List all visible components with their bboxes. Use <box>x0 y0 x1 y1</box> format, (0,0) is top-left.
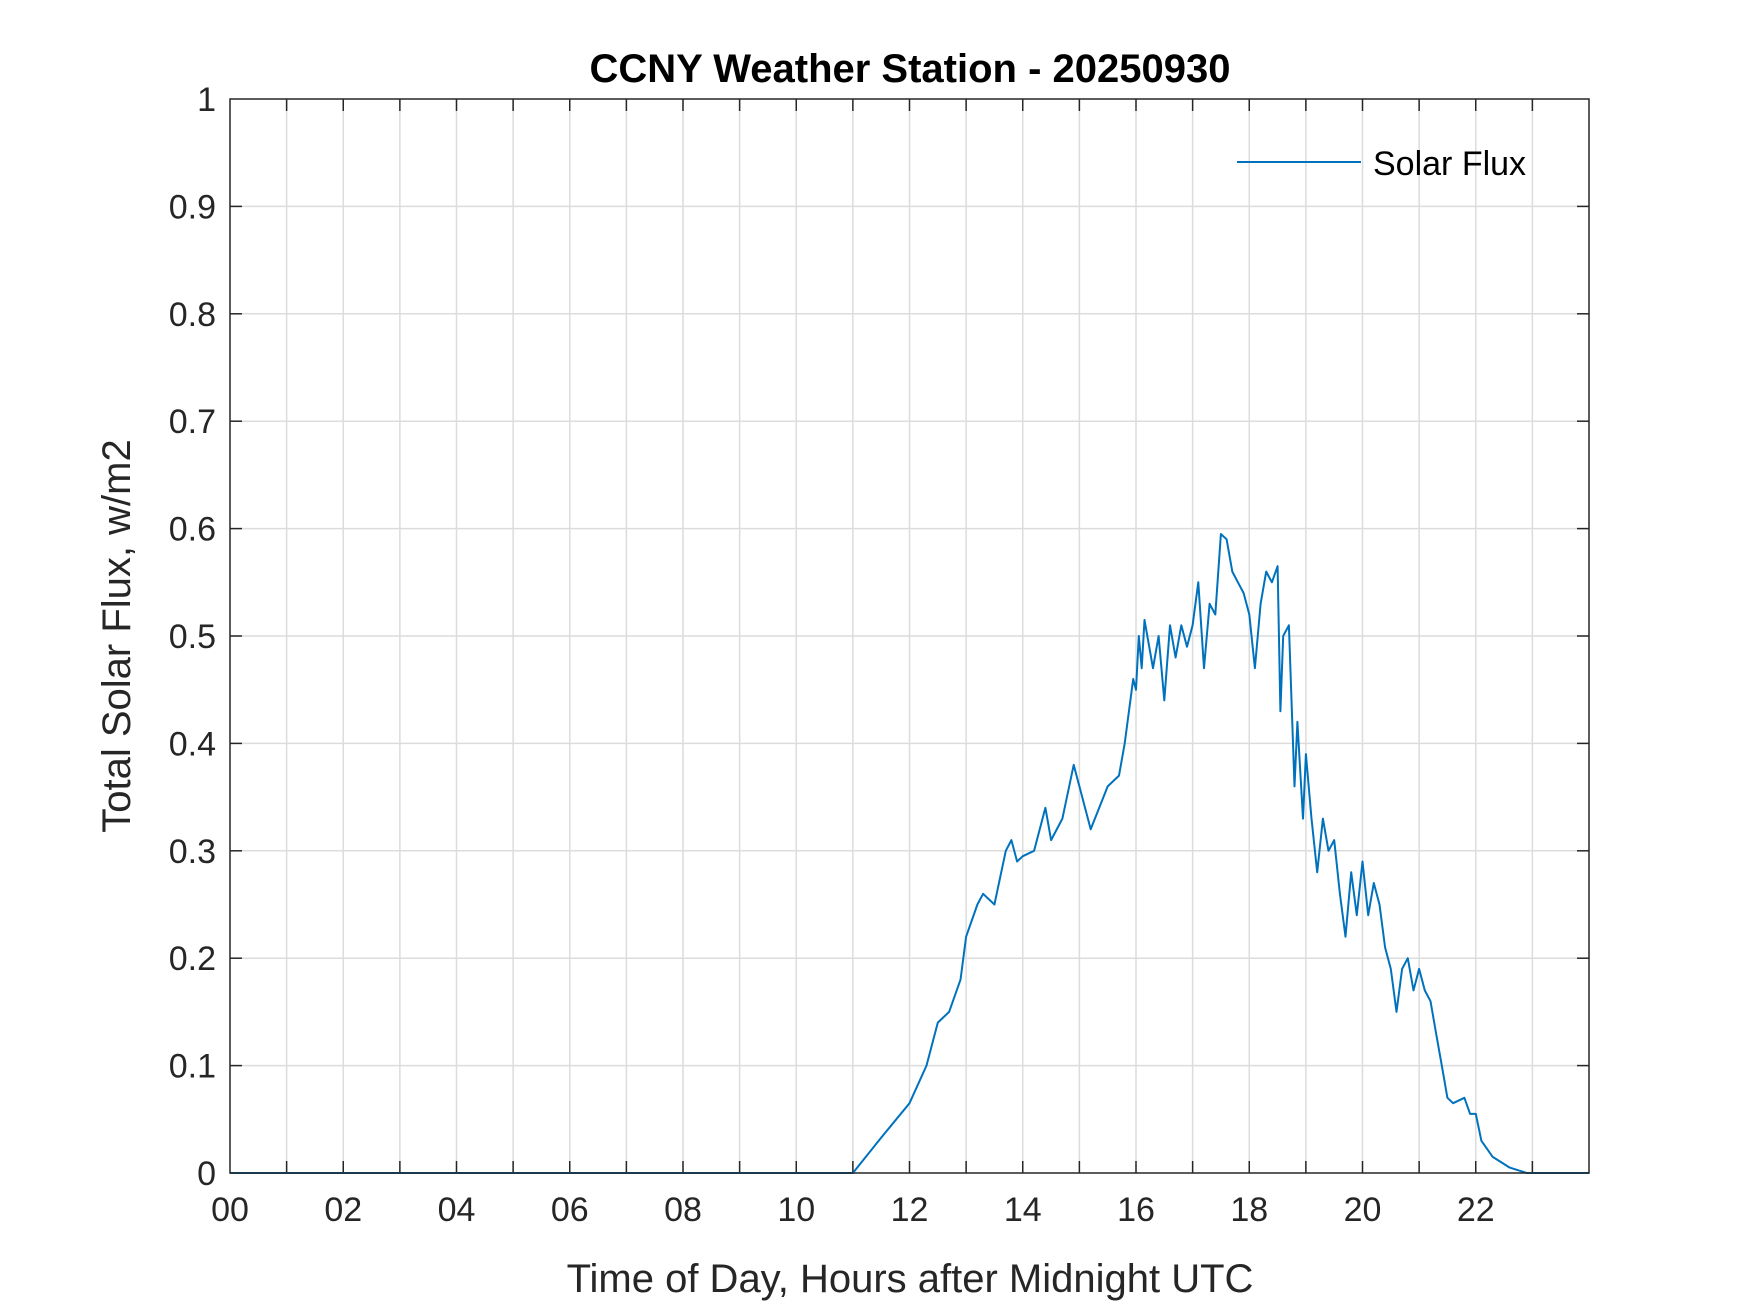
y-tick-label: 0.4 <box>169 725 216 763</box>
series-line-solar-flux <box>230 533 1589 1174</box>
y-tick-label: 0.5 <box>169 618 216 656</box>
y-tick-label: 1 <box>197 81 216 119</box>
x-axis-label: Time of Day, Hours after Midnight UTC <box>567 1257 1254 1301</box>
grid <box>230 99 1589 1173</box>
x-tick-label: 20 <box>1344 1191 1382 1229</box>
x-tick-label: 00 <box>211 1191 249 1229</box>
y-tick-label: 0.2 <box>169 940 216 978</box>
y-tick-label: 0 <box>197 1155 216 1193</box>
chart-title: CCNY Weather Station - 20250930 <box>590 47 1231 91</box>
x-tick-label: 04 <box>438 1191 476 1229</box>
y-tick-label: 0.9 <box>169 188 216 226</box>
y-tick-label: 0.8 <box>169 296 216 334</box>
legend[interactable]: Solar Flux <box>1237 145 1526 183</box>
y-tick-label: 0.3 <box>169 833 216 871</box>
x-tick-label: 16 <box>1117 1191 1155 1229</box>
tick-labels: 0 0.1 0.2 0.3 0.4 0.5 0.6 0.7 0.8 0.9 1 00 02 04 06 08 1… <box>169 81 1495 1229</box>
y-tick-label: 0.6 <box>169 511 216 549</box>
y-axis-label: Total Solar Flux, w/m2 <box>95 439 139 832</box>
x-tick-label: 18 <box>1230 1191 1268 1229</box>
y-tick-label: 0.1 <box>169 1048 216 1086</box>
x-tick-label: 22 <box>1457 1191 1495 1229</box>
y-tick-label: 0.7 <box>169 403 216 441</box>
x-tick-label: 10 <box>777 1191 815 1229</box>
axes-box <box>229 98 1590 1174</box>
legend-label-solar-flux: Solar Flux <box>1373 145 1526 183</box>
ticks <box>230 99 1589 1173</box>
x-tick-label: 14 <box>1004 1191 1042 1229</box>
x-tick-label: 12 <box>891 1191 929 1229</box>
x-tick-label: 02 <box>324 1191 362 1229</box>
x-tick-label: 06 <box>551 1191 589 1229</box>
x-tick-label: 08 <box>664 1191 702 1229</box>
